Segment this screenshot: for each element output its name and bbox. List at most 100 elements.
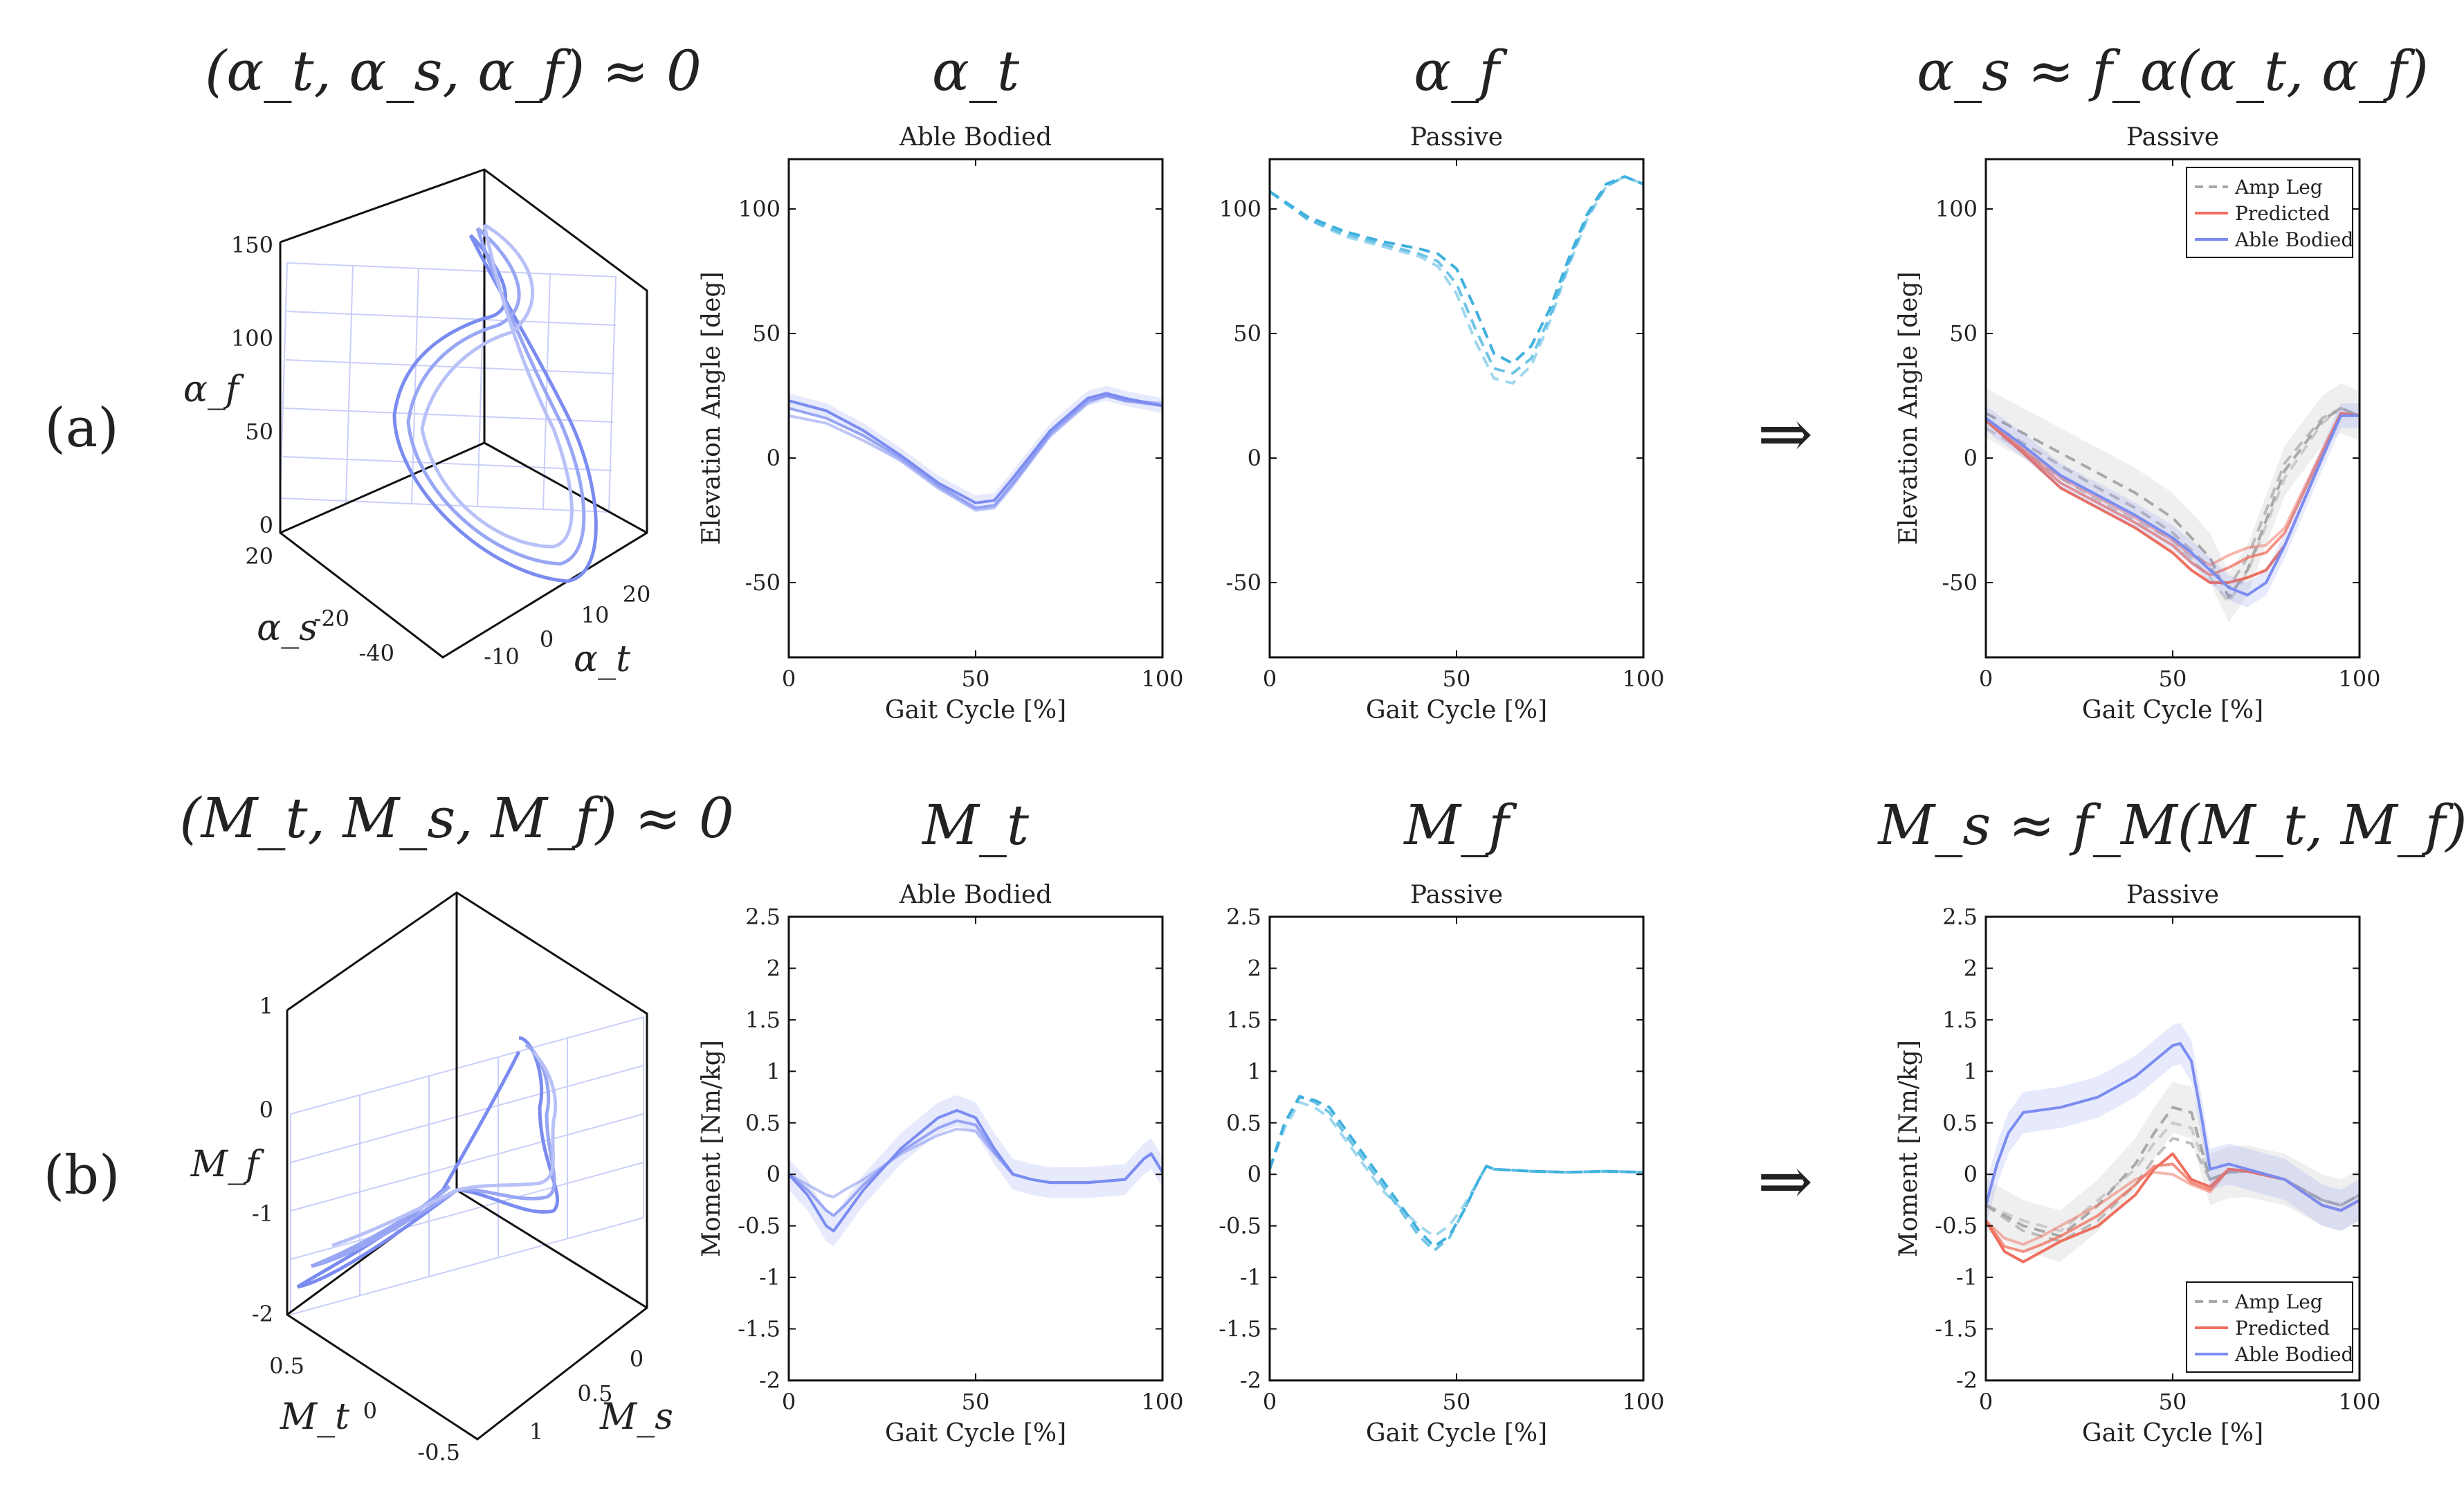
x-tick-label: 100 xyxy=(2338,1389,2380,1415)
x-tick-label: 50 xyxy=(1443,1389,1471,1415)
legend-label: Amp Leg xyxy=(2234,176,2323,199)
series-line-passive xyxy=(1270,1101,1643,1238)
chart-plot-area xyxy=(789,1095,1162,1247)
surface-3d-a-vlabel: α_f xyxy=(183,369,244,410)
y-tick-label: -0.5 xyxy=(738,1213,781,1239)
y-tick-label: 1.5 xyxy=(1226,1007,1261,1033)
series-line-amp-leg xyxy=(1986,1106,2360,1238)
y-tick-label: 1 xyxy=(767,1058,781,1084)
series-band xyxy=(1986,1023,2360,1232)
y-tick-label: -2 xyxy=(1240,1367,1261,1394)
y-tick-label: -1 xyxy=(1240,1264,1261,1290)
surface-3d-a-vtick: 0 xyxy=(259,512,273,538)
chart-moment-s-predicted: M_s ≈ f_M(M_t, M_f) Passive 0 50 100 -2 -1.5 -1… xyxy=(1877,793,2464,1447)
series-line-passive xyxy=(1270,175,1643,385)
y-tick-label: 2.5 xyxy=(745,904,781,930)
series-band xyxy=(1986,383,2360,623)
chart-heading: α_s ≈ f_α(α_t, α_f) xyxy=(1917,39,2429,103)
y-tick-label: -0.5 xyxy=(1935,1213,1978,1239)
surface-3d-a-llabel: α_s xyxy=(257,608,318,649)
surface-3d-b-vtick: -2 xyxy=(252,1301,273,1327)
y-tick-label: 2.5 xyxy=(1942,904,1978,930)
x-tick-label: 0 xyxy=(782,1389,796,1415)
chart-axes-frame xyxy=(1268,915,1645,1382)
x-axis-label: Gait Cycle [%] xyxy=(1366,696,1547,724)
surface-3d-b-vlabel: M_f xyxy=(190,1144,264,1185)
y-tick-label: 2 xyxy=(1248,955,1261,981)
y-tick-label: 0 xyxy=(1964,1161,1978,1187)
surface-3d-a-rtick: 10 xyxy=(581,602,610,628)
y-axis-label: Elevation Angle [deg] xyxy=(1895,271,1923,545)
chart-axes-frame xyxy=(787,158,1164,659)
chart-plot-area xyxy=(1270,175,1643,385)
chart-alpha-t: α_t Able Bodied 0 50 100 -50 0 50 100 Gait Cycle … xyxy=(697,39,1184,724)
series-line-amp-leg xyxy=(1986,407,2360,604)
x-tick-label: 50 xyxy=(2159,1389,2187,1415)
chart-title: Passive xyxy=(2126,881,2219,909)
surface-3d-b-rtick: 1 xyxy=(529,1418,543,1445)
chart-title: Passive xyxy=(1410,881,1503,909)
surface-3d-b-vtick: 1 xyxy=(259,993,273,1019)
surface-3d-b-rtick: 0.5 xyxy=(578,1380,613,1407)
legend-label: Amp Leg xyxy=(2234,1290,2323,1313)
series-line-able-bodied xyxy=(1986,1042,2360,1212)
chart-title: Able Bodied xyxy=(899,123,1052,152)
surface-3d-a-rtick: 0 xyxy=(540,626,554,652)
surface-3d-b-rtick: 0 xyxy=(630,1346,644,1372)
chart-title: Passive xyxy=(2126,123,2219,152)
y-tick-label: 0 xyxy=(1248,445,1261,471)
chart-axes-frame xyxy=(787,915,1164,1382)
surface-3d-a-ltick: -20 xyxy=(313,605,349,632)
y-tick-label: 0.5 xyxy=(1942,1110,1978,1136)
series-line-amp-leg xyxy=(1986,407,2360,599)
y-tick-label: 0.5 xyxy=(1226,1110,1261,1136)
y-tick-label: 1.5 xyxy=(1942,1007,1978,1033)
row-b-label: (b) xyxy=(44,1144,120,1207)
chart-title: Passive xyxy=(1410,123,1503,152)
surface-3d-a-ltick: -40 xyxy=(358,640,394,666)
surface-3d-a-vtick: 100 xyxy=(231,325,273,351)
x-tick-label: 0 xyxy=(1979,1389,1993,1415)
row-a-3d-title: (α_t, α_s, α_f) ≈ 0 xyxy=(205,39,702,103)
surface-3d-b-curves xyxy=(296,1036,560,1289)
y-tick-label: 1 xyxy=(1248,1058,1261,1084)
chart-heading: M_t xyxy=(921,793,1030,857)
x-tick-label: 100 xyxy=(1622,1389,1664,1415)
y-tick-label: 2.5 xyxy=(1226,904,1261,930)
x-axis-label: Gait Cycle [%] xyxy=(2082,696,2263,724)
x-tick-label: 0 xyxy=(782,666,796,692)
surface-3d-a-ltick: 20 xyxy=(245,543,273,569)
series-line-passive xyxy=(1270,175,1643,365)
series-line-predicted xyxy=(1986,412,2360,567)
surface-3d-a-vtick: 150 xyxy=(231,232,273,258)
y-tick-label: -50 xyxy=(1942,569,1978,596)
y-tick-label: -50 xyxy=(1225,569,1261,596)
y-tick-label: -1.5 xyxy=(1219,1316,1261,1342)
y-axis-label: Moment [Nm/kg] xyxy=(697,1040,726,1257)
surface-3d-b-llabel: M_t xyxy=(280,1396,349,1438)
surface-3d-b-ltick: 0 xyxy=(363,1398,377,1424)
x-tick-label: 0 xyxy=(1263,1389,1277,1415)
surface-3d-b-curve xyxy=(331,1050,558,1248)
surface-3d-b: 1 0 -1 -2 M_f 0.5 0 -0.5 M_t 0 0.5 1 M_s xyxy=(190,891,673,1465)
x-tick-label: 100 xyxy=(1141,666,1183,692)
y-tick-label: -1.5 xyxy=(1935,1316,1978,1342)
legend-label: Able Bodied xyxy=(2234,228,2353,251)
series-line-able-bodied xyxy=(789,392,1162,504)
y-tick-label: 100 xyxy=(1935,196,1978,222)
surface-3d-a-rtick: -10 xyxy=(484,643,520,670)
surface-3d-b-curve xyxy=(296,1036,560,1289)
x-axis-label: Gait Cycle [%] xyxy=(2082,1419,2263,1447)
surface-3d-a-curve xyxy=(406,227,586,566)
row-b-3d-title: (M_t, M_s, M_f) ≈ 0 xyxy=(179,786,733,850)
y-tick-label: -1.5 xyxy=(738,1316,781,1342)
surface-3d-b-curve xyxy=(311,1043,556,1268)
surface-3d-a-vtick: 50 xyxy=(245,419,273,445)
surface-3d-a-curve xyxy=(420,223,574,549)
y-tick-label: -0.5 xyxy=(1219,1213,1261,1239)
legend-label: Predicted xyxy=(2235,1317,2330,1340)
surface-3d-b-vtick: -1 xyxy=(252,1200,273,1227)
chart-plot-area xyxy=(789,385,1162,512)
y-tick-label: 0 xyxy=(1248,1161,1261,1187)
surface-3d-a-rlabel: α_t xyxy=(574,639,630,680)
